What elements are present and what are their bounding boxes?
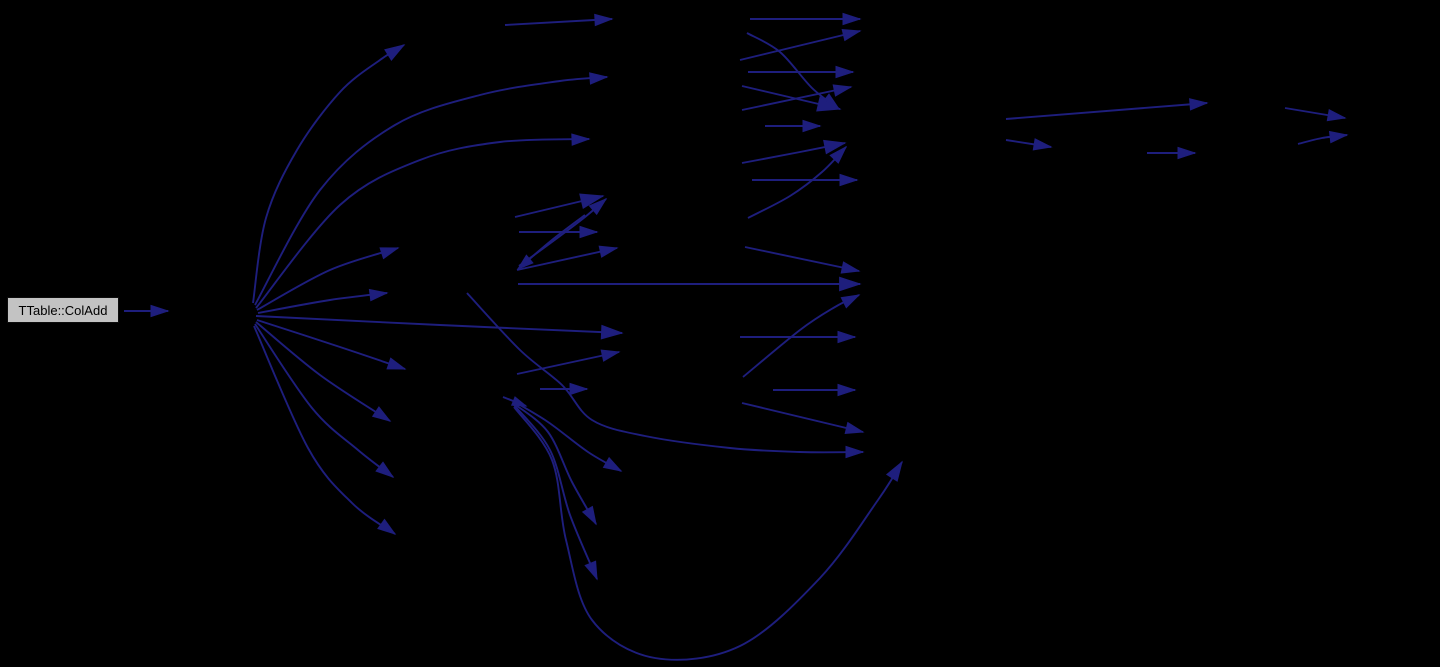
edge-arrowhead: [377, 518, 397, 535]
edge-path: [254, 76, 608, 306]
edge-arrowhead: [579, 225, 599, 239]
edge-arrowhead: [375, 461, 395, 478]
edge-arrowhead: [368, 288, 389, 302]
edge-arrowhead: [841, 29, 862, 42]
edge-arrowhead: [579, 193, 605, 209]
edge-arrowhead: [571, 133, 591, 146]
edge-arrowhead: [840, 294, 861, 309]
edge-path: [255, 321, 391, 422]
edge-arrowhead: [842, 12, 862, 26]
edge-arrowhead: [600, 324, 624, 340]
edge-arrowhead: [1177, 146, 1197, 160]
edge-arrowhead: [594, 13, 614, 27]
edge-path: [466, 292, 864, 454]
edge-path: [252, 44, 405, 304]
edge-arrowhead: [1189, 98, 1209, 111]
edge-path: [513, 404, 598, 580]
edge-path: [744, 246, 860, 272]
edge-arrowhead: [386, 357, 407, 370]
edge-arrowhead: [844, 421, 865, 435]
edge-arrowhead: [379, 247, 400, 260]
edge-path: [747, 146, 847, 219]
edge-path: [512, 400, 622, 472]
edge-arrowhead: [589, 72, 609, 85]
edge-arrowhead: [837, 383, 857, 397]
edge-arrowhead: [839, 173, 859, 187]
edge-arrowhead: [835, 65, 855, 79]
edge-arrowhead: [832, 84, 853, 97]
edge-path: [255, 315, 623, 334]
edge-path: [253, 325, 396, 535]
edge-arrowhead: [602, 456, 623, 472]
edge-arrowhead: [569, 382, 589, 396]
edge-arrowhead: [600, 349, 621, 362]
edge-path: [512, 402, 597, 525]
edge-arrowhead: [588, 197, 608, 216]
edge-arrowhead: [885, 460, 903, 482]
edge-path: [1005, 102, 1208, 120]
edge-arrowhead: [510, 396, 528, 407]
edge-arrowhead: [816, 96, 842, 112]
edge-arrowhead: [839, 276, 862, 292]
edge-path: [741, 402, 864, 433]
edge-arrowhead: [598, 245, 619, 258]
edge-path: [257, 292, 388, 314]
edge-path: [513, 406, 903, 661]
edge-arrowhead: [845, 445, 865, 459]
edge-path: [254, 323, 394, 478]
edge-arrowhead: [1032, 138, 1053, 151]
edge-arrowhead: [584, 560, 598, 581]
graph-node-ttable-coladd[interactable]: TTable::ColAdd: [7, 297, 119, 323]
edge-arrowhead: [1326, 108, 1347, 122]
edge-path: [741, 86, 852, 111]
edge-arrowhead: [150, 304, 170, 318]
edge-arrowhead: [1328, 130, 1349, 144]
edge-path: [255, 138, 590, 309]
edge-path: [504, 18, 613, 26]
edge-arrowhead: [829, 145, 848, 164]
edge-arrowhead: [837, 330, 857, 344]
edge-path: [739, 30, 861, 61]
edge-arrowhead: [823, 139, 847, 155]
edge-arrowhead: [802, 119, 822, 133]
edge-arrowhead: [516, 254, 534, 271]
graph-node-label: TTable::ColAdd: [18, 302, 108, 318]
edge-arrowhead: [581, 505, 597, 526]
edge-arrowhead: [840, 261, 861, 274]
edge-arrowhead: [384, 44, 406, 61]
edge-arrowhead: [371, 406, 392, 422]
